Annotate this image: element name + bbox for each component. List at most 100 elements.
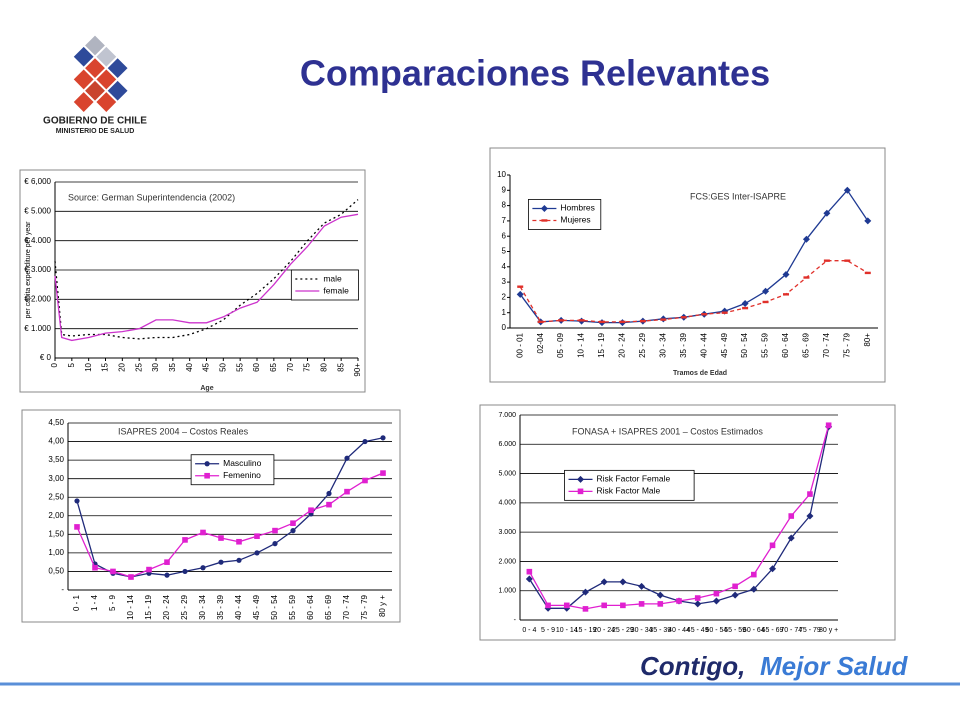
x-tick-label: 35 - 39 xyxy=(649,627,671,634)
y-tick-label: 4.000 xyxy=(498,500,516,507)
y-tick-label: € 4.000 xyxy=(24,236,51,245)
y-tick-label: € 0 xyxy=(40,353,52,362)
marker xyxy=(701,313,708,316)
x-tick-label: 0 xyxy=(50,362,59,367)
x-tick-label: 40 - 44 xyxy=(668,627,690,634)
marker xyxy=(783,293,789,296)
y-tick-label: 1.000 xyxy=(498,588,516,595)
marker xyxy=(788,513,795,519)
y-tick-label: 8 xyxy=(502,201,507,210)
x-tick-label: 10 - 14 xyxy=(126,594,135,619)
y-tick-label: € 6,000 xyxy=(24,177,51,186)
marker xyxy=(182,537,188,543)
x-tick-label: 60 xyxy=(252,362,261,371)
marker xyxy=(110,568,116,575)
y-tick-label: 7.000 xyxy=(498,412,516,419)
x-tick-label: 1 - 4 xyxy=(90,594,99,611)
marker xyxy=(525,575,533,583)
y-tick-label: 3,00 xyxy=(48,474,64,483)
marker xyxy=(218,535,224,541)
x-tick-label: 15 - 19 xyxy=(597,332,606,357)
slogan: Contigo, xyxy=(640,651,745,681)
x-tick-label: 20 - 24 xyxy=(593,627,615,634)
marker xyxy=(540,204,548,212)
marker xyxy=(751,571,757,578)
x-tick-label: 85 xyxy=(336,362,345,371)
x-tick-label: 70 - 74 xyxy=(342,594,351,619)
marker xyxy=(742,306,749,310)
x-tick-label: 55 - 59 xyxy=(724,627,746,634)
marker xyxy=(582,606,589,612)
chart-annotation: Source: German Superintendencia (2002) xyxy=(68,192,235,202)
marker xyxy=(769,542,776,549)
y-tick-label: 2.000 xyxy=(498,558,516,565)
x-tick-label: 45 - 49 xyxy=(252,594,261,619)
chart-title: ISAPRES 2004 – Costos Reales xyxy=(118,426,249,436)
x-axis-label: Tramos de Edad xyxy=(673,370,727,377)
marker xyxy=(164,572,170,578)
x-tick-label: 50 xyxy=(218,362,227,371)
x-tick-label: 25 - 29 xyxy=(180,594,189,619)
x-tick-label: 20 - 24 xyxy=(618,332,627,357)
chart-title: FCS:GES Inter-ISAPRE xyxy=(690,191,786,201)
x-tick-label: 60 - 64 xyxy=(306,594,315,619)
marker xyxy=(769,565,777,573)
marker xyxy=(787,534,795,542)
marker xyxy=(731,591,739,599)
marker xyxy=(823,209,831,217)
x-tick-label: 50 - 54 xyxy=(740,332,749,357)
y-tick-label: € 5.000 xyxy=(24,206,51,215)
legend-label: Risk Factor Male xyxy=(597,486,661,496)
marker xyxy=(581,588,589,596)
marker xyxy=(558,319,565,322)
marker xyxy=(782,270,790,278)
legend-box xyxy=(290,269,359,301)
x-tick-label: 30 - 34 xyxy=(198,594,207,619)
marker xyxy=(694,595,701,601)
x-tick-label: 5 - 9 xyxy=(108,594,117,611)
x-tick-label: 75 - 79 xyxy=(842,332,851,357)
y-tick-label: 4,00 xyxy=(48,437,64,446)
y-axis-label: per capita expenditure per year xyxy=(25,221,32,319)
y-tick-label: 3,50 xyxy=(48,455,64,464)
x-tick-label: 65 - 69 xyxy=(324,594,333,619)
y-tick-label: 9 xyxy=(502,185,507,194)
logo: GOBIERNO DE CHILE MINISTERIO DE SALUD xyxy=(43,35,147,135)
marker xyxy=(272,527,278,534)
x-tick-label: 70 xyxy=(286,362,295,371)
marker xyxy=(600,578,608,586)
marker xyxy=(344,488,350,495)
x-tick-label: 75 - 79 xyxy=(360,594,369,619)
x-tick-label: 50 - 54 xyxy=(270,594,279,619)
marker xyxy=(254,550,260,556)
marker xyxy=(380,435,386,441)
marker xyxy=(680,316,687,319)
marker xyxy=(620,602,626,609)
marker xyxy=(200,565,206,571)
marker xyxy=(362,477,368,484)
x-tick-label: 5 - 9 xyxy=(541,627,555,634)
chart-frame xyxy=(479,404,896,641)
series-line xyxy=(519,260,869,323)
legend-label: Hombres xyxy=(560,203,594,213)
marker xyxy=(676,598,682,604)
x-tick-label: 02-04 xyxy=(536,332,545,353)
series-line xyxy=(54,213,359,342)
x-tick-label: 45 - 49 xyxy=(687,627,709,634)
x-tick-label: 75 xyxy=(303,362,312,371)
y-tick-label: € 3.000 xyxy=(24,265,51,274)
legend-label: Femenino xyxy=(223,470,261,480)
x-tick-label: 20 - 24 xyxy=(162,594,171,619)
y-tick-label: 1,00 xyxy=(48,548,64,557)
y-tick-label: 4 xyxy=(502,262,507,271)
marker xyxy=(92,564,98,571)
x-tick-label: 15 - 19 xyxy=(144,594,153,619)
marker xyxy=(74,524,80,530)
marker xyxy=(236,538,242,545)
x-tick-label: 40 - 44 xyxy=(699,332,708,357)
x-tick-label: 75 - 79 xyxy=(799,627,821,634)
marker xyxy=(712,597,720,605)
marker xyxy=(639,319,646,323)
x-tick-label: 25 - 29 xyxy=(638,332,647,357)
x-tick-label: 55 - 59 xyxy=(288,594,297,619)
